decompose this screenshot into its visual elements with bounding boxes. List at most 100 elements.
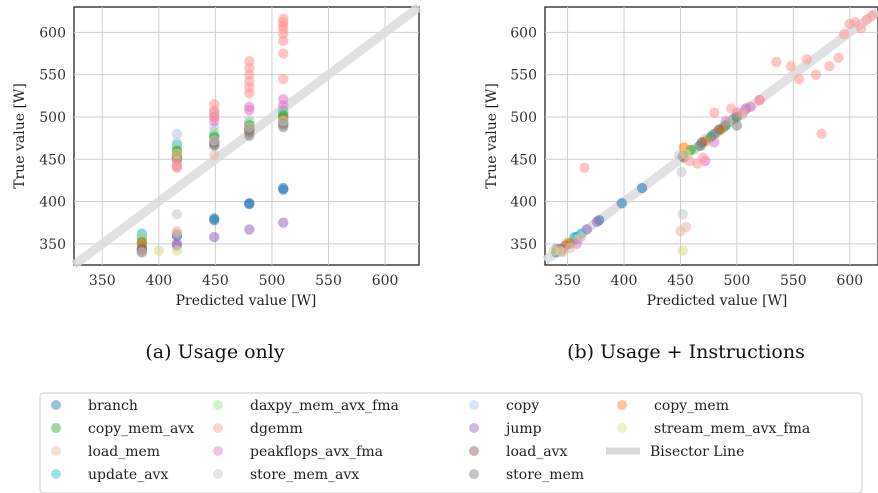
chart-a-xlabel: Predicted value [W] bbox=[176, 293, 317, 309]
caption-b: (b) Usage + Instructions bbox=[567, 341, 805, 363]
x-tick-label: 550 bbox=[315, 273, 342, 289]
point-dgemm bbox=[737, 107, 748, 118]
legend-marker bbox=[51, 469, 61, 479]
point-dgemm bbox=[824, 61, 835, 72]
point-store_mem_avx bbox=[209, 135, 220, 146]
point-dgemm bbox=[754, 94, 765, 106]
legend-marker bbox=[51, 446, 61, 456]
legend-entry-peakflops-avx-fma: peakflops_avx_fma bbox=[213, 444, 383, 460]
point-load_mem bbox=[136, 247, 148, 258]
legend-entry-copy-mem: copy_mem bbox=[617, 398, 729, 414]
legend-label: copy_mem_avx bbox=[88, 421, 194, 437]
legend-marker bbox=[51, 400, 61, 410]
point-stream_mem_avx_fma bbox=[171, 245, 183, 256]
y-tick-label: 400 bbox=[510, 195, 537, 211]
point-store_mem_avx bbox=[244, 121, 255, 133]
point-store_mem_avx bbox=[278, 115, 289, 127]
y-tick-label: 350 bbox=[510, 237, 537, 253]
point-store_mem bbox=[731, 120, 743, 131]
point-branch bbox=[209, 213, 220, 224]
point-store_mem bbox=[709, 128, 720, 140]
point-branch bbox=[636, 182, 648, 194]
chart-a-x-ticks: 350 400 450 500 550 600 bbox=[89, 273, 399, 289]
point-store_mem_avx bbox=[171, 209, 183, 220]
y-tick-label: 500 bbox=[39, 110, 66, 126]
legend-label: store_mem_avx bbox=[250, 467, 359, 483]
legend-entry-bisector-line: Bisector Line bbox=[606, 444, 744, 460]
point-branch bbox=[278, 182, 289, 194]
legend-items: branch daxpy_mem_avx_fma copy copy_mem copy_… bbox=[51, 398, 810, 483]
legend-frame bbox=[39, 392, 863, 493]
point-dgemm bbox=[785, 61, 797, 72]
point-stream_mem_avx_fma bbox=[153, 245, 165, 256]
point-dgemm bbox=[833, 52, 844, 63]
chart-a-points bbox=[136, 13, 289, 258]
legend-label: daxpy_mem_avx_fma bbox=[250, 398, 399, 414]
legend-label: peakflops_avx_fma bbox=[250, 444, 383, 460]
legend-entry-branch: branch bbox=[51, 398, 138, 414]
x-tick-label: 350 bbox=[554, 273, 581, 289]
chart-b-x-ticks: 350 400 450 500 550 600 bbox=[554, 273, 863, 289]
legend-entry-update-avx: update_avx bbox=[51, 467, 168, 483]
legend-marker bbox=[213, 446, 223, 456]
y-tick-label: 450 bbox=[510, 152, 537, 168]
point-dgemm bbox=[278, 48, 289, 59]
legend-marker bbox=[213, 423, 223, 433]
point-dgemm bbox=[709, 107, 720, 118]
point-peakflops_avx_fma bbox=[244, 101, 255, 113]
legend-label: store_mem bbox=[506, 467, 584, 483]
legend-marker bbox=[213, 400, 223, 410]
legend-entry-copy: copy bbox=[469, 398, 539, 414]
point-stream_mem_avx_fma bbox=[171, 148, 183, 160]
point-copy bbox=[171, 128, 183, 140]
legend-label: copy bbox=[506, 398, 539, 414]
point-store_mem_avx bbox=[676, 166, 687, 178]
chart-a: 350 400 450 500 550 600 350 400 450 500 550 600 Pr… bbox=[12, 3, 422, 363]
x-tick-label: 350 bbox=[89, 273, 116, 289]
y-tick-label: 500 bbox=[510, 110, 537, 126]
point-dgemm bbox=[278, 73, 289, 85]
chart-b-grid bbox=[545, 7, 878, 265]
legend-label: copy_mem bbox=[654, 398, 729, 414]
legend-label: dgemm bbox=[250, 421, 303, 437]
legend-marker bbox=[469, 400, 479, 410]
x-tick-label: 450 bbox=[667, 273, 694, 289]
legend-label: stream_mem_avx_fma bbox=[654, 421, 810, 437]
chart-b-ylabel: True value [W] bbox=[484, 83, 500, 189]
point-dgemm bbox=[209, 99, 220, 110]
legend-marker bbox=[469, 446, 479, 456]
point-dgemm bbox=[816, 128, 827, 140]
y-tick-label: 550 bbox=[39, 68, 66, 84]
point-dgemm bbox=[278, 13, 289, 25]
point-jump bbox=[209, 231, 220, 243]
legend-marker bbox=[469, 423, 479, 433]
point-dgemm bbox=[855, 22, 867, 34]
point-load_mem bbox=[564, 242, 576, 254]
x-tick-label: 500 bbox=[724, 273, 751, 289]
legend-entry-load-avx: load_avx bbox=[469, 444, 567, 460]
chart-b-xlabel: Predicted value [W] bbox=[647, 293, 788, 309]
legend-entry-load-mem: load_mem bbox=[51, 444, 160, 460]
point-peakflops_avx_fma bbox=[278, 94, 289, 105]
legend-entry-store-mem-avx: store_mem_avx bbox=[213, 467, 359, 483]
x-tick-label: 500 bbox=[259, 273, 286, 289]
legend-label: load_avx bbox=[506, 444, 567, 460]
point-load_mem bbox=[209, 149, 220, 161]
legend-entry-dgemm: dgemm bbox=[213, 421, 303, 437]
y-tick-label: 550 bbox=[510, 68, 537, 84]
point-dgemm bbox=[697, 152, 709, 163]
point-dgemm bbox=[579, 162, 590, 173]
legend-label: branch bbox=[88, 398, 138, 414]
x-tick-label: 400 bbox=[611, 273, 638, 289]
legend-marker bbox=[617, 400, 627, 410]
point-peakflops_avx_fma bbox=[720, 115, 731, 127]
legend-entry-store-mem: store_mem bbox=[469, 467, 584, 483]
point-branch bbox=[616, 198, 627, 209]
point-store_mem bbox=[694, 140, 705, 151]
legend-marker bbox=[51, 423, 61, 433]
point-store_mem_avx bbox=[677, 209, 688, 220]
chart-b-y-ticks: 350 400 450 500 550 600 bbox=[510, 25, 537, 252]
point-jump bbox=[244, 224, 255, 235]
legend-label: Bisector Line bbox=[650, 444, 744, 460]
